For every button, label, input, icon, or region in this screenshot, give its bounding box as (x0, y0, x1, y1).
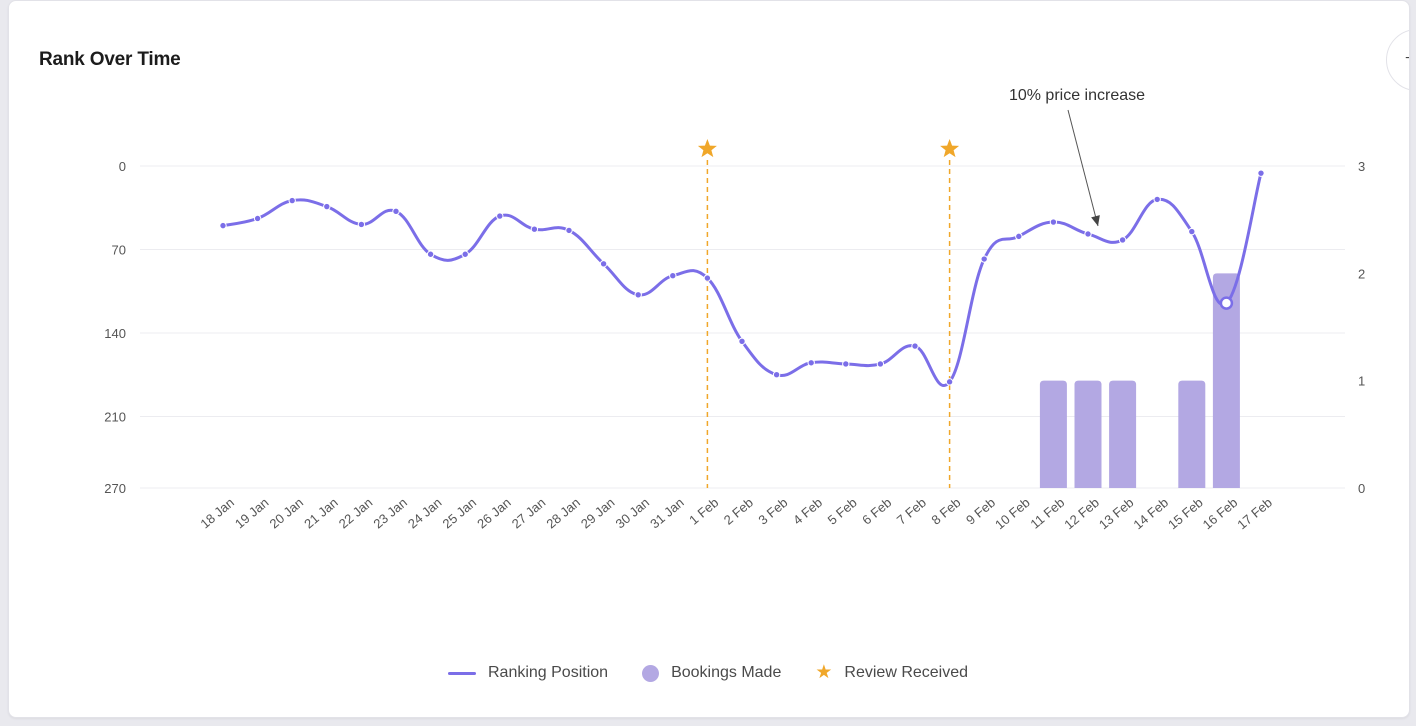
x-tick-label: 11 Feb (1027, 495, 1067, 532)
ranking-line (222, 172, 1263, 387)
booking-bar (1212, 273, 1240, 488)
chart-legend: Ranking Position Bookings Made ★ Review … (0, 662, 1416, 683)
x-tick-label: 18 Jan (197, 495, 237, 532)
right-tick-label: 2 (1358, 266, 1365, 281)
ranking-point (461, 250, 469, 258)
x-tick-label: 28 Jan (543, 495, 583, 532)
x-tick-label: 6 Feb (859, 495, 894, 528)
booking-bar (1039, 380, 1067, 488)
annotation-arrow (1067, 109, 1099, 227)
annotation-arrowhead (1091, 215, 1100, 226)
right-tick-label: 3 (1358, 159, 1365, 174)
highlighted-point (1219, 296, 1234, 310)
x-tick-label: 31 Jan (647, 495, 687, 532)
legend-item-reviews[interactable]: ★ Review Received (815, 662, 969, 683)
x-tick-label: 10 Feb (992, 495, 1033, 533)
ranking-point (1049, 218, 1058, 226)
ranking-point (1153, 195, 1161, 204)
x-tick-label: 22 Jan (336, 495, 376, 532)
x-tick-label: 25 Jan (440, 495, 480, 532)
x-tick-label: 4 Feb (790, 495, 825, 528)
ranking-point (911, 342, 919, 350)
x-tick-label: 26 Jan (474, 495, 514, 532)
star-icon: ★ (815, 662, 833, 683)
legend-label-bookings: Bookings Made (671, 664, 782, 681)
legend-label-ranking: Ranking Position (487, 664, 609, 681)
right-tick-label: 1 (1358, 374, 1365, 389)
left-tick-label: 0 (119, 159, 126, 174)
x-tick-label: 2 Feb (721, 495, 756, 528)
ranking-point (599, 260, 608, 268)
line-swatch-icon (447, 671, 476, 675)
ranking-point (1084, 230, 1092, 238)
chart-card: Rank Over Time + (8, 0, 1410, 718)
ranking-point (565, 226, 573, 235)
left-tick-label: 210 (104, 409, 126, 424)
ranking-point (1257, 169, 1265, 177)
x-tick-label: 7 Feb (894, 495, 929, 528)
booking-bar (1109, 380, 1137, 488)
ranking-point (496, 212, 504, 220)
ranking-point (1188, 227, 1196, 236)
x-tick-label: 17 Feb (1234, 495, 1275, 533)
x-tick-label: 13 Feb (1096, 495, 1137, 533)
ranking-point (772, 371, 781, 379)
ranking-point (323, 202, 331, 211)
ranking-point (703, 274, 712, 282)
x-tick-label: 14 Feb (1130, 495, 1171, 533)
ranking-point (807, 359, 815, 367)
review-star-icon (697, 139, 717, 158)
ranking-point (1118, 236, 1127, 244)
plus-icon: + (1405, 50, 1409, 68)
x-tick-label: 1 Feb (686, 495, 721, 528)
legend-item-ranking[interactable]: Ranking Position (447, 664, 609, 682)
ranking-point (876, 360, 885, 368)
left-tick-label: 70 (112, 242, 126, 257)
ranking-point (634, 291, 642, 299)
x-tick-label: 3 Feb (755, 495, 790, 528)
x-tick-label: 21 Jan (301, 495, 341, 532)
x-tick-label: 8 Feb (928, 495, 963, 528)
x-tick-label: 27 Jan (509, 495, 549, 532)
ranking-point (945, 378, 954, 386)
booking-bar (1074, 380, 1102, 488)
x-tick-label: 15 Feb (1165, 495, 1206, 533)
annotation-label: 10% price increase (1009, 87, 1145, 104)
ranking-point (219, 221, 227, 230)
x-tick-label: 12 Feb (1061, 495, 1102, 533)
legend-label-reviews: Review Received (844, 664, 969, 681)
x-tick-label: 16 Feb (1200, 495, 1241, 533)
ranking-point (392, 207, 400, 216)
ranking-point (669, 272, 677, 280)
ranking-point (980, 255, 988, 263)
x-tick-label: 29 Jan (578, 495, 618, 532)
review-star-icon (940, 139, 960, 158)
x-tick-label: 5 Feb (825, 495, 860, 528)
ranking-point (253, 214, 262, 223)
ranking-point (357, 220, 366, 229)
x-tick-label: 24 Jan (405, 495, 445, 532)
booking-bar (1178, 380, 1206, 488)
right-tick-label: 0 (1358, 481, 1365, 496)
x-tick-label: 20 Jan (267, 495, 307, 532)
ranking-point (1015, 232, 1023, 241)
x-tick-label: 30 Jan (613, 495, 653, 532)
ranking-point (288, 196, 296, 205)
left-tick-label: 140 (104, 326, 126, 341)
ranking-point (530, 225, 539, 233)
left-tick-label: 270 (104, 481, 126, 496)
chart-title: Rank Over Time (39, 49, 181, 70)
x-tick-label: 19 Jan (232, 495, 272, 532)
x-tick-label: 23 Jan (370, 495, 410, 532)
ranking-point (842, 360, 850, 368)
circle-swatch-icon (642, 664, 660, 682)
legend-item-bookings[interactable]: Bookings Made (642, 664, 781, 682)
ranking-point (738, 337, 746, 346)
ranking-point (426, 250, 435, 258)
